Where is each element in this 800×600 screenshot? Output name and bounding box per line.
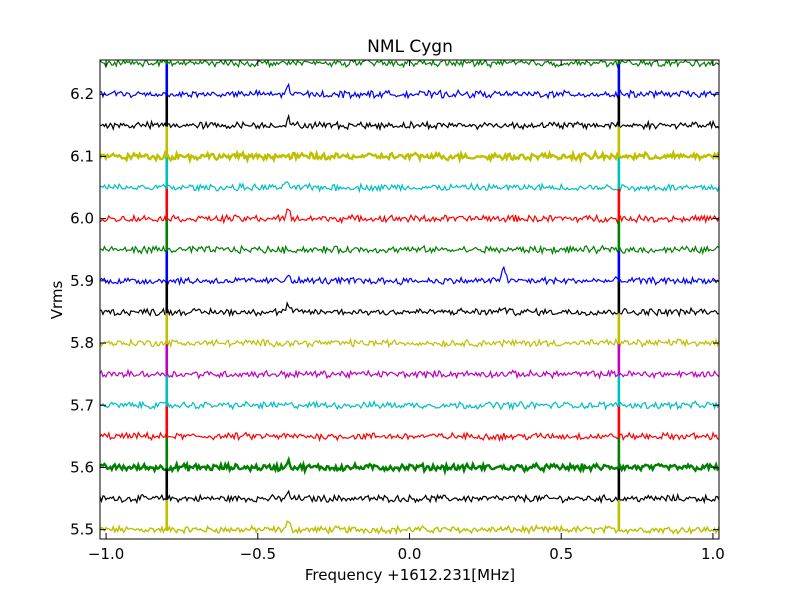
spectrum-line-4: [100, 399, 719, 411]
spectrum-line-1: [100, 489, 719, 505]
spectrum-line-15: [100, 60, 719, 69]
spectrum-line-11: [100, 181, 719, 194]
spectrum-line-9: [100, 244, 719, 256]
y-tick-label: 6.2: [70, 85, 94, 103]
spectrum-line-13: [100, 113, 719, 132]
x-tick-label: 0.0: [398, 545, 422, 563]
x-tick-label: −0.5: [240, 545, 276, 563]
spectrum-line-8: [100, 265, 719, 287]
y-tick-label: 6.0: [70, 210, 94, 228]
y-tick-label: 5.9: [70, 272, 94, 290]
x-axis-label: Frequency +1612.231[MHz]: [305, 566, 515, 584]
spectrum-line-14: [100, 82, 719, 100]
x-tick-label: 1.0: [701, 545, 725, 563]
y-axis-label: Vrms: [48, 281, 66, 320]
spike-layer: [165, 60, 621, 531]
series-layer: [100, 60, 719, 536]
x-tick-label: 0.5: [549, 545, 573, 563]
spectrum-line-6: [100, 337, 719, 349]
chart-title: NML Cygn: [367, 37, 453, 57]
spectrum-line-10: [100, 208, 719, 225]
x-tick-label: −1.0: [88, 545, 124, 563]
spectrum-line-7: [100, 300, 719, 318]
y-tick-label: 5.7: [70, 396, 94, 414]
spectrum-line-5: [100, 368, 719, 380]
y-tick-label: 5.6: [70, 458, 94, 476]
spectrum-line-2: [100, 455, 719, 476]
spectrum-line-0: [100, 520, 719, 536]
y-tick-label: 5.5: [70, 521, 94, 539]
y-tick-label: 6.1: [70, 147, 94, 165]
y-tick-label: 5.8: [70, 334, 94, 352]
spectrum-line-3: [100, 430, 719, 443]
x-axis: −1.0 −0.5 0.0 0.5 1.0: [88, 60, 725, 563]
spectrum-line-12: [100, 149, 719, 165]
y-axis: 5.5 5.6 5.7 5.8 5.9 6.0 6.1 6.2: [70, 85, 719, 539]
